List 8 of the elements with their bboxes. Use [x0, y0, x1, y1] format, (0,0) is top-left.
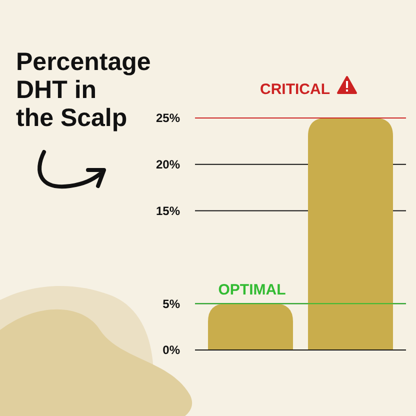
- chart-title: Percentage DHT in the Scalp: [16, 48, 151, 132]
- y-tick-label: 5%: [162, 296, 180, 311]
- legend-label: CRITICAL: [260, 81, 330, 98]
- y-tick-label: 15%: [156, 204, 180, 218]
- y-tick-label: 0%: [162, 343, 180, 358]
- ref-line-label: OPTIMAL: [218, 282, 286, 299]
- y-tick-label: 25%: [156, 111, 180, 126]
- y-tick-label: 20%: [156, 158, 180, 172]
